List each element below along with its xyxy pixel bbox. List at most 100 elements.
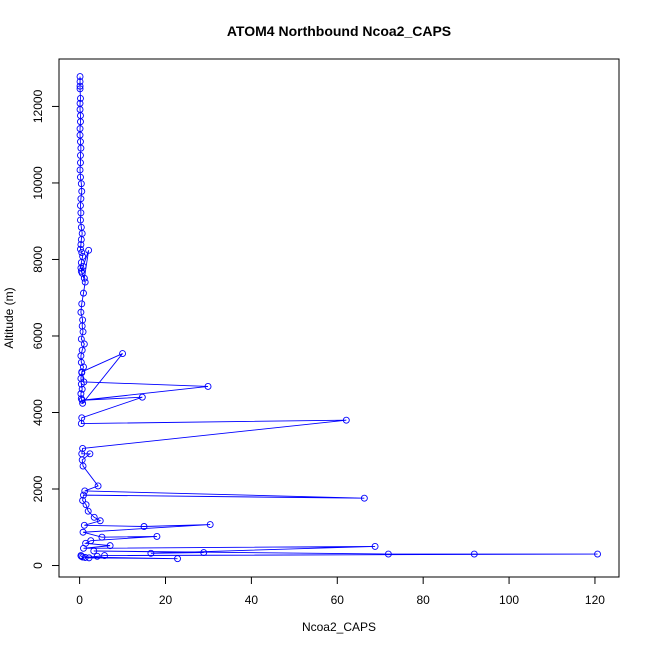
- data-point: [77, 552, 85, 560]
- data-point: [78, 249, 86, 257]
- x-tick-label: 80: [416, 593, 430, 607]
- x-axis-label: Ncoa2_CAPS: [302, 620, 376, 634]
- data-point: [77, 94, 84, 102]
- y-tick-label: 4000: [31, 399, 45, 426]
- data-point: [140, 523, 148, 530]
- data-point: [86, 450, 94, 458]
- data-point: [78, 300, 86, 308]
- data-point: [77, 138, 84, 146]
- data-point: [77, 180, 85, 188]
- data-point: [77, 202, 84, 209]
- data-point: [77, 216, 84, 224]
- data-point: [90, 513, 98, 521]
- data-point: [138, 393, 146, 401]
- y-tick-label: 0: [31, 562, 45, 569]
- data-point: [76, 73, 84, 81]
- data-point: [80, 378, 88, 386]
- data-point: [80, 544, 87, 552]
- x-tick-label: 60: [331, 593, 345, 607]
- data-point: [77, 151, 84, 159]
- data-point: [77, 259, 85, 266]
- data-point: [79, 328, 87, 336]
- data-point: [85, 246, 93, 254]
- data-point: [371, 542, 379, 550]
- x-axis: 0 20 40 60 80 100 120: [76, 576, 605, 607]
- data-point: [79, 528, 87, 536]
- data-point: [101, 552, 108, 560]
- data-point: [206, 521, 214, 529]
- y-axis: 0 2000 4000 6000 8000 10000 12000: [31, 89, 60, 569]
- data-point: [80, 521, 88, 529]
- data-point: [77, 420, 85, 428]
- data-point: [342, 416, 350, 424]
- x-tick-label: 0: [76, 593, 83, 607]
- data-point: [204, 383, 212, 390]
- data-point: [79, 462, 87, 470]
- data-point: [470, 550, 478, 558]
- data-point: [98, 533, 106, 541]
- data-point: [77, 335, 85, 343]
- data-point: [93, 552, 101, 560]
- data-point: [82, 501, 90, 509]
- data-point: [80, 274, 88, 282]
- data-point: [80, 289, 87, 297]
- data-point: [106, 542, 114, 550]
- data-point: [76, 85, 84, 93]
- x-tick-label: 40: [245, 593, 259, 607]
- x-tick-label: 100: [499, 593, 519, 607]
- y-tick-label: 12000: [31, 89, 45, 123]
- data-point: [76, 166, 84, 174]
- data-point: [76, 82, 84, 90]
- data-point: [77, 352, 85, 360]
- data-point: [147, 549, 155, 557]
- y-axis-label: Altitude (m): [2, 287, 16, 348]
- data-point: [153, 533, 161, 540]
- data-point: [119, 350, 127, 358]
- y-tick-label: 6000: [31, 322, 45, 349]
- data-point: [77, 195, 85, 203]
- data-point: [78, 187, 86, 195]
- chart-title: ATOM4 Northbound Ncoa2_CAPS: [227, 23, 451, 39]
- data-point: [79, 497, 87, 504]
- data-point: [77, 173, 84, 181]
- data-point: [84, 507, 92, 515]
- data-point: [79, 445, 87, 452]
- data-point: [77, 159, 84, 167]
- data-point: [94, 482, 102, 490]
- data-point: [76, 125, 84, 133]
- data-point: [77, 245, 84, 253]
- data-point: [85, 554, 93, 562]
- data-point: [81, 278, 89, 286]
- data-point: [77, 390, 85, 398]
- data-point: [96, 517, 104, 525]
- y-tick-label: 8000: [31, 246, 45, 273]
- data-point: [79, 262, 87, 270]
- data-point: [360, 494, 368, 502]
- data-point: [79, 553, 87, 561]
- data-point: [594, 550, 601, 558]
- data-point: [81, 487, 89, 495]
- data-point: [76, 131, 84, 139]
- data-point: [77, 241, 85, 249]
- data-point: [77, 358, 85, 366]
- data-point: [78, 385, 86, 393]
- x-tick-label: 20: [159, 593, 173, 607]
- data-point: [77, 236, 85, 244]
- data-point: [79, 399, 87, 407]
- data-point: [78, 396, 86, 404]
- data-point: [81, 554, 89, 561]
- data-point: [384, 550, 392, 558]
- data-point: [77, 118, 84, 126]
- data-point: [174, 555, 181, 563]
- y-tick-label: 2000: [31, 475, 45, 502]
- data-point: [80, 340, 88, 348]
- series-layer: [76, 73, 601, 563]
- data-point: [78, 368, 86, 376]
- data-point: [77, 267, 85, 275]
- data-point: [80, 491, 87, 499]
- data-point: [76, 78, 84, 86]
- data-point: [90, 547, 98, 555]
